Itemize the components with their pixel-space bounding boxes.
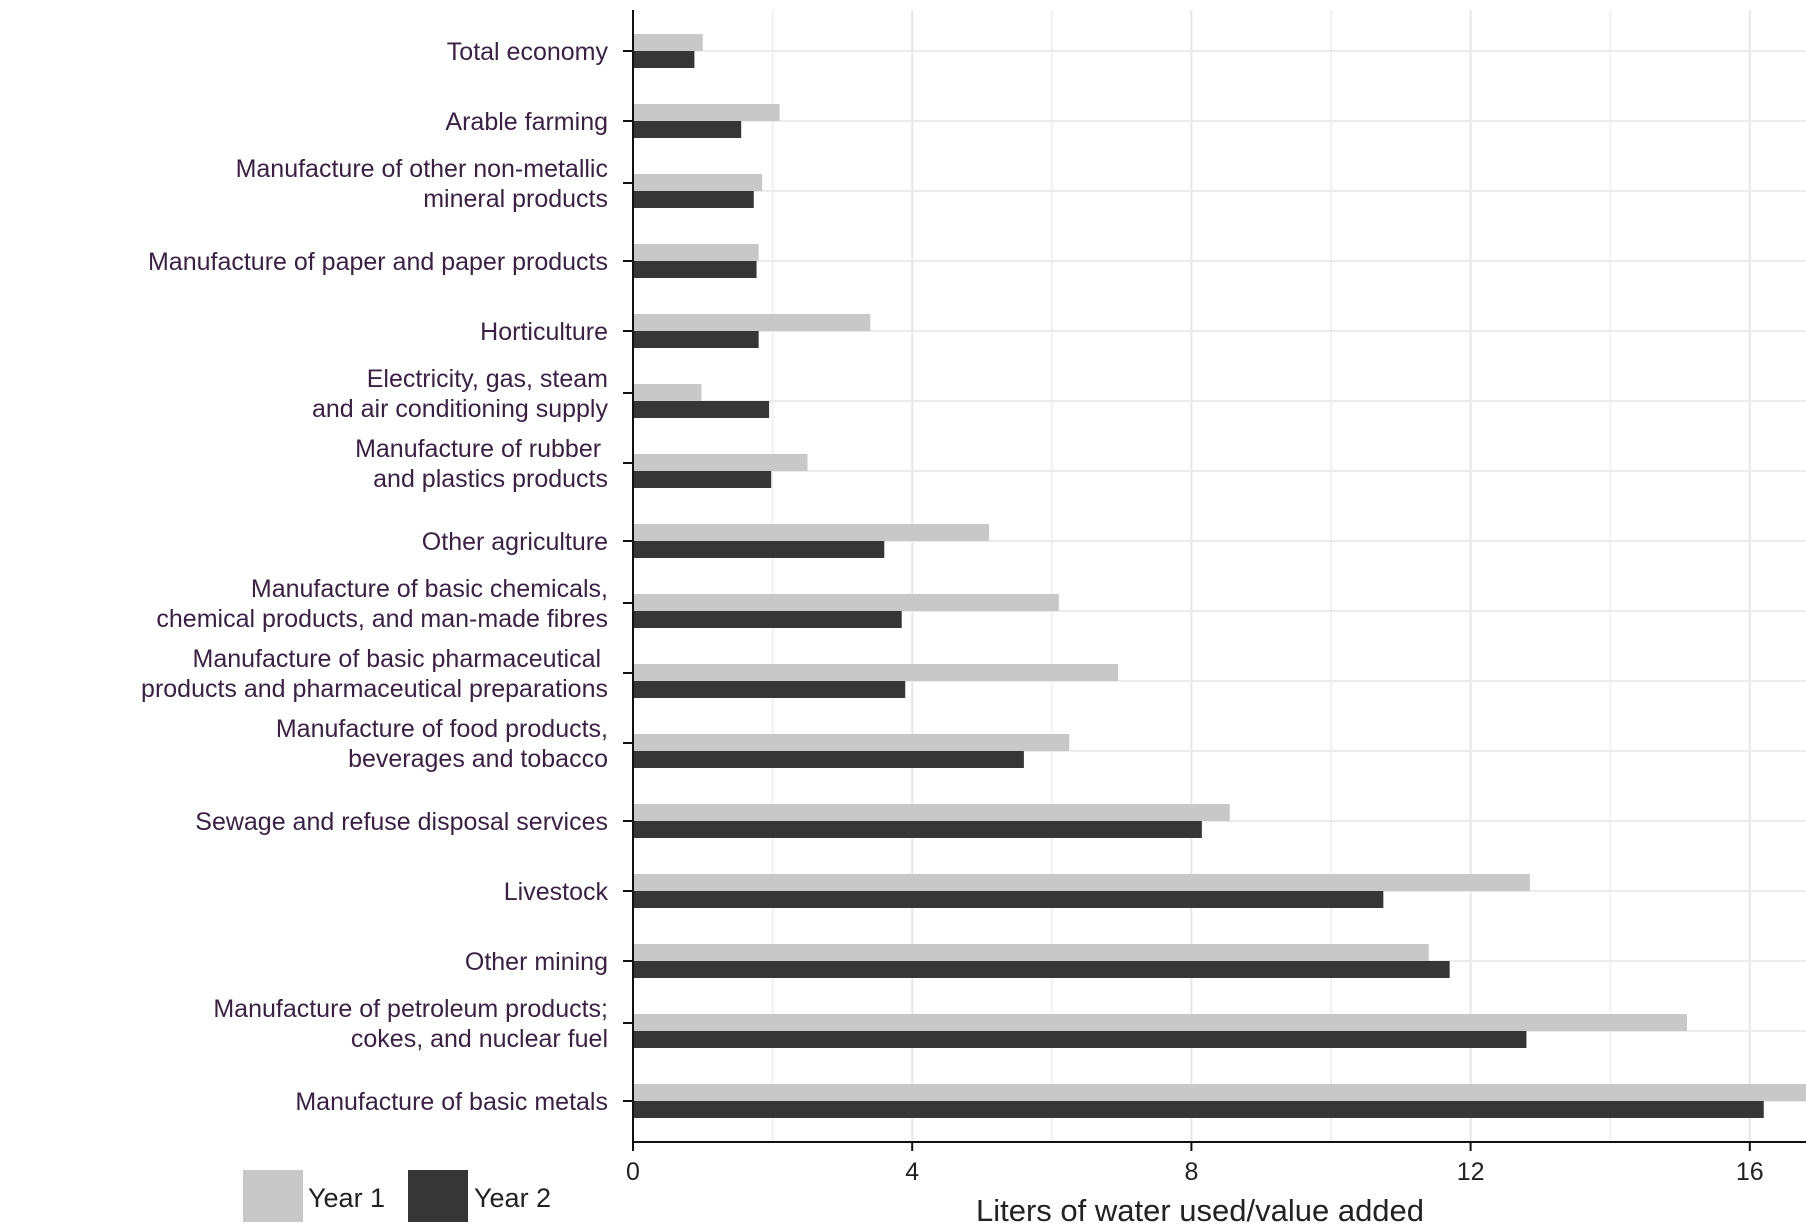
bar-year-2 xyxy=(633,891,1384,908)
category-label: Total economy xyxy=(447,38,609,66)
bar-year-2 xyxy=(633,681,906,698)
bar-year-2 xyxy=(633,1031,1527,1048)
bar-year-1 xyxy=(633,944,1429,961)
category-label: Manufacture of basic pharmaceutical prod… xyxy=(141,645,608,703)
legend-label: Year 1 xyxy=(308,1183,385,1213)
category-label: Arable farming xyxy=(445,108,608,136)
bar-year-1 xyxy=(633,384,702,401)
legend-item-year-1: Year 1 xyxy=(243,1170,385,1222)
category-label: Manufacture of rubber and plastics produ… xyxy=(355,435,608,493)
legend-item-year-2: Year 2 xyxy=(408,1170,551,1222)
bar-year-1 xyxy=(633,174,763,191)
x-tick-label: 4 xyxy=(905,1158,919,1186)
bar-year-2 xyxy=(633,961,1450,978)
bar-year-2 xyxy=(633,751,1024,768)
x-tick-label: 16 xyxy=(1736,1158,1764,1186)
category-labels: Total economy Arable farming Manufacture o… xyxy=(141,38,608,1116)
category-label: Sewage and refuse disposal services xyxy=(195,808,608,836)
legend-label: Year 2 xyxy=(474,1183,551,1213)
bar-year-2 xyxy=(633,471,772,488)
bar-year-2 xyxy=(633,821,1202,838)
bar-year-1 xyxy=(633,734,1070,751)
bar-year-2 xyxy=(633,611,902,628)
bar-year-1 xyxy=(633,1014,1687,1031)
bar-year-1 xyxy=(633,804,1230,821)
category-label: Other mining xyxy=(465,948,608,976)
bar-year-1 xyxy=(633,104,780,121)
bar-year-2 xyxy=(633,261,757,278)
bar-year-2 xyxy=(633,331,759,348)
bar-year-1 xyxy=(633,454,808,471)
legend: Year 1 Year 2 xyxy=(243,1170,551,1222)
x-axis-title: Liters of water used/value added xyxy=(976,1193,1424,1228)
bar-year-1 xyxy=(633,524,989,541)
category-label: Manufacture of petroleum products; cokes,… xyxy=(213,995,608,1053)
bar-year-1 xyxy=(633,1084,1806,1101)
bar-year-2 xyxy=(633,121,742,138)
bar-year-2 xyxy=(633,191,754,208)
x-tick-label: 12 xyxy=(1457,1158,1485,1186)
bar-year-2 xyxy=(633,541,885,558)
bar-year-1 xyxy=(633,664,1119,681)
category-label: Manufacture of basic metals xyxy=(295,1088,608,1116)
axes: 0 4 8 12 16 xyxy=(623,10,1806,1186)
bar-year-1 xyxy=(633,34,703,51)
bar-year-2 xyxy=(633,51,695,68)
legend-swatch xyxy=(243,1170,303,1222)
bar-year-1 xyxy=(633,594,1059,611)
category-label: Other agriculture xyxy=(422,528,608,556)
category-label: Manufacture of basic chemicals, chemical … xyxy=(156,575,608,633)
category-label: Manufacture of paper and paper products xyxy=(148,248,608,276)
legend-swatch xyxy=(408,1170,468,1222)
category-label: Manufacture of other non-metallic mineral… xyxy=(236,155,608,213)
bar-year-2 xyxy=(633,401,770,418)
category-label: Electricity, gas, steam and air condition… xyxy=(312,365,609,423)
bar-year-1 xyxy=(633,314,871,331)
category-label: Manufacture of food products, beverages a… xyxy=(276,715,608,773)
x-tick-label: 8 xyxy=(1184,1158,1198,1186)
bar-year-1 xyxy=(633,874,1530,891)
category-label: Horticulture xyxy=(480,318,608,346)
x-tick-label: 0 xyxy=(626,1158,640,1186)
bar-year-1 xyxy=(633,244,759,261)
bars xyxy=(633,34,1806,1118)
bar-year-2 xyxy=(633,1101,1764,1118)
category-label: Livestock xyxy=(504,878,609,906)
